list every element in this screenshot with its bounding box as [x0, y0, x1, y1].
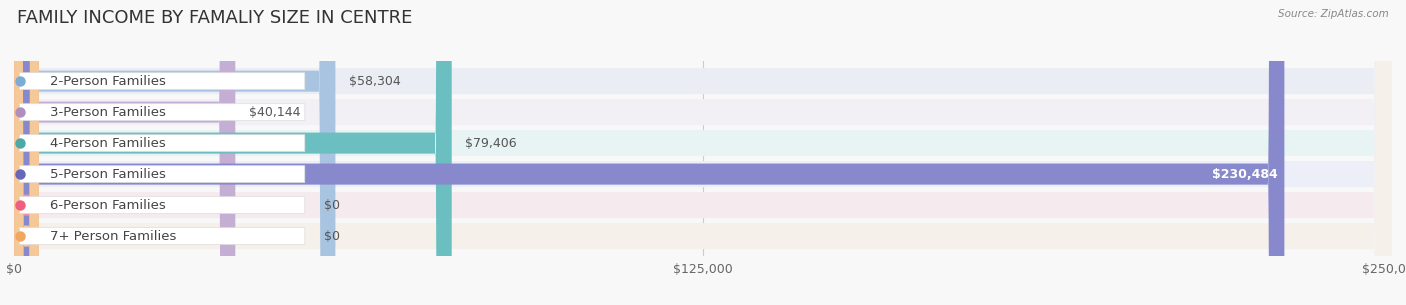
FancyBboxPatch shape	[14, 0, 1392, 305]
FancyBboxPatch shape	[14, 0, 1392, 305]
FancyBboxPatch shape	[14, 0, 39, 305]
FancyBboxPatch shape	[20, 73, 305, 90]
Text: $0: $0	[323, 199, 340, 212]
Text: Source: ZipAtlas.com: Source: ZipAtlas.com	[1278, 9, 1389, 19]
FancyBboxPatch shape	[14, 0, 336, 305]
Text: 4-Person Families: 4-Person Families	[49, 137, 166, 150]
FancyBboxPatch shape	[14, 0, 1284, 305]
Text: $58,304: $58,304	[349, 75, 401, 88]
Text: 5-Person Families: 5-Person Families	[49, 167, 166, 181]
FancyBboxPatch shape	[14, 0, 1392, 305]
FancyBboxPatch shape	[20, 228, 305, 245]
Text: 2-Person Families: 2-Person Families	[49, 75, 166, 88]
FancyBboxPatch shape	[20, 166, 305, 182]
Text: $79,406: $79,406	[465, 137, 517, 150]
Text: $230,484: $230,484	[1212, 167, 1278, 181]
FancyBboxPatch shape	[14, 0, 1392, 305]
FancyBboxPatch shape	[14, 0, 451, 305]
FancyBboxPatch shape	[14, 0, 1392, 305]
Text: $40,144: $40,144	[249, 106, 301, 119]
FancyBboxPatch shape	[14, 0, 1392, 305]
FancyBboxPatch shape	[14, 0, 235, 305]
Text: 6-Person Families: 6-Person Families	[49, 199, 166, 212]
FancyBboxPatch shape	[20, 104, 305, 120]
Text: 3-Person Families: 3-Person Families	[49, 106, 166, 119]
FancyBboxPatch shape	[14, 0, 39, 305]
FancyBboxPatch shape	[20, 197, 305, 213]
Text: FAMILY INCOME BY FAMALIY SIZE IN CENTRE: FAMILY INCOME BY FAMALIY SIZE IN CENTRE	[17, 9, 412, 27]
Text: $0: $0	[323, 230, 340, 242]
Text: 7+ Person Families: 7+ Person Families	[49, 230, 176, 242]
FancyBboxPatch shape	[20, 135, 305, 152]
